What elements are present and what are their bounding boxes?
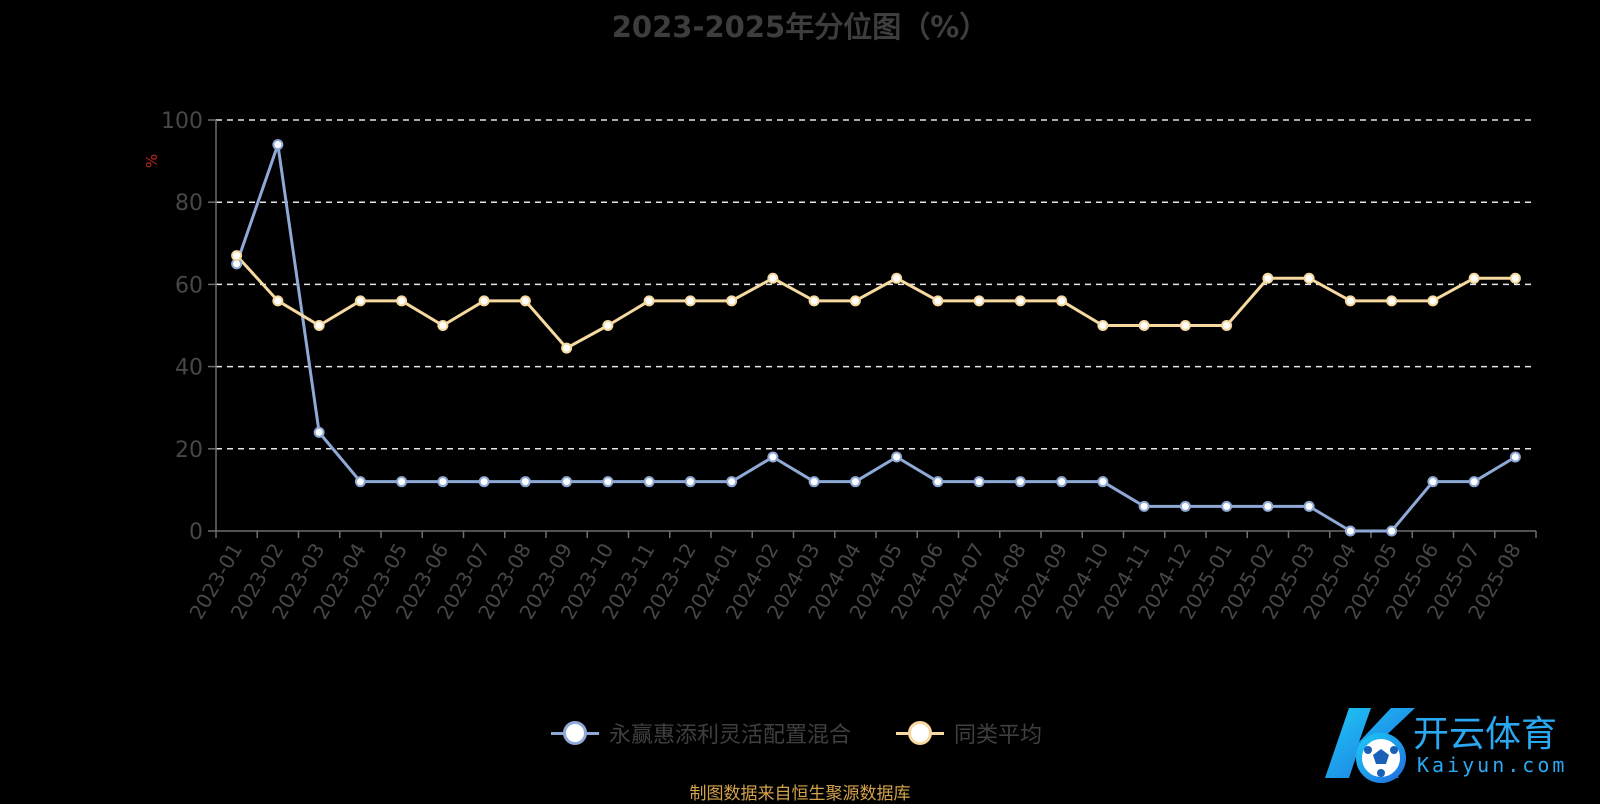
- legend-label-series-2: 同类平均: [954, 723, 1043, 748]
- data-point-s2-2024-03: [808, 295, 820, 307]
- y-tick-label-80: 80: [175, 191, 203, 216]
- data-point-s2-2025-07: [1468, 272, 1480, 284]
- data-point-s2-2023-10: [602, 320, 614, 331]
- y-tick-label-40: 40: [175, 356, 203, 381]
- data-point-s1-2024-09: [1056, 476, 1068, 488]
- y-tick-label-20: 20: [175, 438, 203, 463]
- data-point-s1-2024-07: [973, 476, 985, 488]
- data-point-s1-2024-12: [1179, 500, 1191, 512]
- kaiyun-logo: 开云体育 Kaiyun.com: [1325, 708, 1567, 783]
- data-point-s1-2023-02: [272, 139, 284, 151]
- data-point-s2-2023-06: [437, 320, 449, 331]
- legend-item-series-2[interactable]: 同类平均: [896, 718, 1042, 748]
- data-point-s1-2025-06: [1427, 476, 1439, 488]
- data-point-s1-2023-08: [519, 476, 531, 488]
- data-point-s1-2024-01: [726, 476, 738, 488]
- data-point-s2-2024-02: [767, 272, 779, 284]
- data-point-s2-2025-08: [1509, 272, 1521, 284]
- data-point-s2-2023-08: [519, 295, 531, 307]
- data-point-s1-2024-10: [1097, 476, 1109, 488]
- data-point-s1-2025-08: [1509, 451, 1521, 463]
- data-point-s1-2024-05: [891, 451, 903, 463]
- data-point-s2-2025-02: [1262, 272, 1274, 284]
- data-point-s1-2023-11: [643, 476, 655, 488]
- data-point-s2-2024-04: [849, 295, 861, 307]
- data-point-s1-2023-05: [396, 476, 408, 488]
- data-point-s1-2025-07: [1468, 476, 1480, 488]
- data-point-s2-2025-01: [1221, 320, 1233, 331]
- y-tick-label-100: 100: [161, 109, 203, 134]
- soccer-ball-icon: [1356, 733, 1406, 783]
- data-point-s1-2025-03: [1303, 500, 1315, 512]
- data-point-s1-2023-04: [354, 476, 366, 488]
- series-layer: [231, 139, 1521, 537]
- data-point-s1-2023-03: [313, 426, 325, 438]
- data-point-s2-2023-04: [354, 295, 366, 307]
- logo-text-main: 开云体育: [1413, 714, 1557, 755]
- data-point-s1-2024-03: [808, 476, 820, 488]
- data-point-s2-2024-11: [1138, 320, 1150, 331]
- data-point-s2-2024-08: [1014, 295, 1026, 307]
- data-point-s1-2024-08: [1014, 476, 1026, 488]
- series-line-2: [235, 254, 1516, 350]
- data-point-s2-2023-12: [684, 295, 696, 307]
- data-point-s1-2025-05: [1386, 525, 1398, 537]
- legend-label-series-1: 永赢惠添利灵活配置混合: [609, 723, 852, 748]
- data-point-s2-2025-05: [1386, 295, 1398, 307]
- data-point-s2-2024-01: [726, 295, 738, 307]
- y-axis-label: %: [143, 154, 161, 168]
- data-point-s2-2024-10: [1097, 320, 1109, 331]
- data-point-s1-2024-11: [1138, 500, 1150, 512]
- source-note: 制图数据来自恒生聚源数据库: [689, 784, 911, 804]
- series-line-1: [235, 143, 1517, 533]
- data-point-s2-2024-09: [1056, 295, 1068, 307]
- data-point-s2-2024-07: [973, 295, 985, 307]
- data-point-s2-2024-12: [1179, 320, 1191, 331]
- data-point-s1-2024-02: [767, 451, 779, 463]
- legend-marker-series-1: [551, 718, 599, 748]
- data-point-s1-2023-12: [684, 476, 696, 488]
- logo-text-sub: Kaiyun.com: [1417, 753, 1567, 777]
- data-point-s2-2024-05: [891, 272, 903, 284]
- data-point-s2-2025-03: [1303, 272, 1315, 284]
- data-point-s2-2023-09: [561, 342, 573, 354]
- legend-item-series-1[interactable]: 永赢惠添利灵活配置混合: [551, 718, 851, 748]
- data-point-s2-2023-01: [231, 250, 243, 262]
- y-tick-label-60: 60: [175, 273, 203, 298]
- data-point-s2-2023-03: [313, 320, 325, 331]
- data-point-s2-2023-07: [478, 295, 490, 307]
- data-point-s2-2024-06: [932, 295, 944, 307]
- data-point-s1-2025-02: [1262, 500, 1274, 512]
- data-point-s2-2025-04: [1344, 295, 1356, 307]
- data-point-s1-2023-07: [478, 476, 490, 488]
- data-point-s2-2025-06: [1427, 295, 1439, 307]
- legend-marker-series-2: [896, 718, 944, 748]
- data-point-s1-2024-04: [849, 476, 861, 488]
- data-point-s2-2023-11: [643, 295, 655, 307]
- data-point-s1-2023-10: [602, 476, 614, 488]
- y-tick-label-0: 0: [189, 520, 203, 545]
- chart-title: 2023-2025年分位图（%）: [611, 10, 989, 44]
- data-point-s1-2025-04: [1344, 525, 1356, 537]
- data-point-s1-2023-06: [437, 476, 449, 488]
- data-point-s2-2023-05: [396, 295, 408, 307]
- grid-layer: [216, 119, 1536, 450]
- data-point-s1-2023-09: [561, 476, 573, 488]
- data-point-s1-2024-06: [932, 476, 944, 488]
- data-point-s1-2025-01: [1221, 500, 1233, 512]
- data-point-s2-2023-02: [272, 295, 284, 307]
